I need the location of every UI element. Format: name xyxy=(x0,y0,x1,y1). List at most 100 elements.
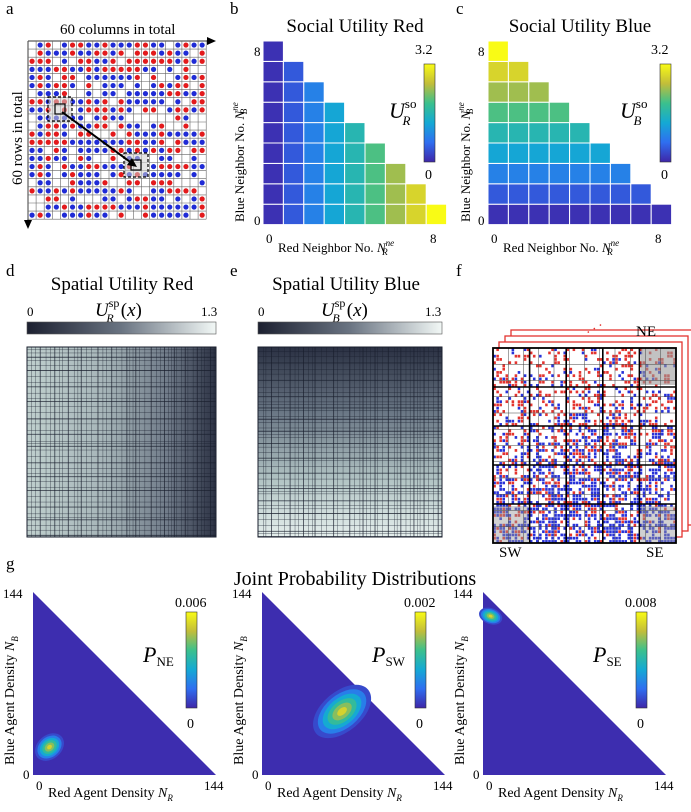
quadrant-agent xyxy=(560,380,563,384)
quadrant-agent xyxy=(536,429,539,433)
quadrant-agent xyxy=(496,455,499,459)
quadrant-agent xyxy=(520,442,524,446)
social-blue-cell xyxy=(548,122,571,144)
quadrant-agent xyxy=(600,449,603,452)
quadrant-agent xyxy=(514,488,518,491)
quadrant-agent xyxy=(642,523,646,527)
quadrant-agent xyxy=(633,436,637,439)
quadrant-agent xyxy=(642,510,646,514)
quadrant-agent xyxy=(539,520,542,524)
quadrant-agent xyxy=(590,510,594,514)
quadrant-agent xyxy=(627,530,631,534)
quadrant-agent xyxy=(578,374,582,378)
quadrant-agent xyxy=(572,468,576,472)
quadrant-agent xyxy=(499,514,502,517)
quadrant-agent xyxy=(590,449,594,452)
quadrant-agent xyxy=(560,504,563,508)
quadrant-agent xyxy=(645,475,649,478)
lattice-agent xyxy=(29,139,35,145)
quadrant-agent xyxy=(606,426,609,430)
quadrant-sw-label: SW xyxy=(499,545,522,561)
quadrant-agent xyxy=(572,478,576,482)
lattice-agent xyxy=(45,91,51,97)
quadrant-agent xyxy=(651,458,655,462)
quadrant-agent xyxy=(603,484,606,488)
lattice-agent xyxy=(78,66,84,72)
lattice-agent xyxy=(61,163,68,170)
quadrant-agent xyxy=(600,507,603,511)
quadrant-agent xyxy=(572,416,576,420)
quadrant-agent xyxy=(593,536,597,540)
quadrant-agent xyxy=(551,458,554,462)
social-red-cell xyxy=(384,183,407,205)
lattice-agent xyxy=(86,180,92,186)
quadrant-agent xyxy=(627,419,631,423)
quadrant-agent xyxy=(557,442,560,446)
quadrant-agent xyxy=(648,475,652,478)
quadrant-agent xyxy=(526,449,530,452)
lattice-agent xyxy=(134,139,140,145)
quadrant-agent xyxy=(615,406,618,410)
quadrant-agent xyxy=(529,510,533,514)
quadrant-agent xyxy=(545,488,548,491)
quadrant-agent xyxy=(542,471,545,475)
quadrant-agent xyxy=(593,484,597,488)
quadrant-agent xyxy=(593,478,597,482)
quadrant-agent xyxy=(618,510,621,514)
quadrant-agent xyxy=(654,507,658,511)
quadrant-agent xyxy=(529,488,533,491)
quadrant-agent xyxy=(499,423,502,426)
social-red-cell xyxy=(344,203,366,226)
quadrant-agent xyxy=(536,517,539,521)
quadrant-agent xyxy=(587,517,591,521)
quadrant-agent xyxy=(600,445,603,449)
social-blue-cell xyxy=(528,183,550,205)
quadrant-agent xyxy=(636,497,640,501)
quadrant-agent xyxy=(581,413,585,417)
quadrant-agent xyxy=(523,523,527,527)
quadrant-agent xyxy=(651,510,655,514)
quadrant-agent xyxy=(600,384,603,387)
quadrant-agent xyxy=(536,449,539,452)
social-blue-cell xyxy=(609,203,632,226)
quadrant-agent xyxy=(505,491,509,495)
quadrant-agent xyxy=(636,458,640,462)
quadrant-agent xyxy=(627,536,631,540)
quadrant-agent xyxy=(633,377,637,381)
joint-ytick-max: 144 xyxy=(232,586,252,601)
quadrant-agent xyxy=(520,416,524,420)
quadrant-agent xyxy=(520,393,524,397)
quadrant-agent xyxy=(648,452,652,456)
quadrant-agent xyxy=(621,523,624,527)
quadrant-agent xyxy=(536,423,539,426)
quadrant-agent xyxy=(536,455,539,459)
lattice-agent xyxy=(150,147,157,153)
quadrant-agent xyxy=(621,400,624,404)
lattice-agent xyxy=(199,139,205,145)
quadrant-agent xyxy=(651,400,655,404)
quadrant-agent xyxy=(590,488,594,491)
quadrant-agent xyxy=(526,452,530,456)
quadrant-agent xyxy=(548,540,551,543)
quadrant-agent xyxy=(645,390,649,394)
quadrant-agent xyxy=(661,429,664,433)
quadrant-agent xyxy=(496,358,499,361)
quadrant-agent xyxy=(593,540,597,543)
quadrant-agent xyxy=(532,507,536,511)
lattice-agent xyxy=(118,74,124,81)
social-blue-cbar-label: Uso B xyxy=(620,96,647,128)
lattice-agent xyxy=(53,139,59,145)
quadrant-agent xyxy=(654,393,658,397)
social-red-cell xyxy=(323,142,346,164)
lattice-agent xyxy=(167,180,173,186)
quadrant-agent xyxy=(587,484,591,488)
quadrant-agent xyxy=(590,410,594,413)
lattice-agent xyxy=(142,107,149,113)
spatial-blue-grid xyxy=(257,346,443,538)
quadrant-agent xyxy=(514,449,518,452)
quadrant-agent xyxy=(670,400,673,404)
social-blue-cell xyxy=(528,101,550,124)
quadrant-agent xyxy=(551,348,554,352)
quadrant-agent xyxy=(639,497,643,501)
